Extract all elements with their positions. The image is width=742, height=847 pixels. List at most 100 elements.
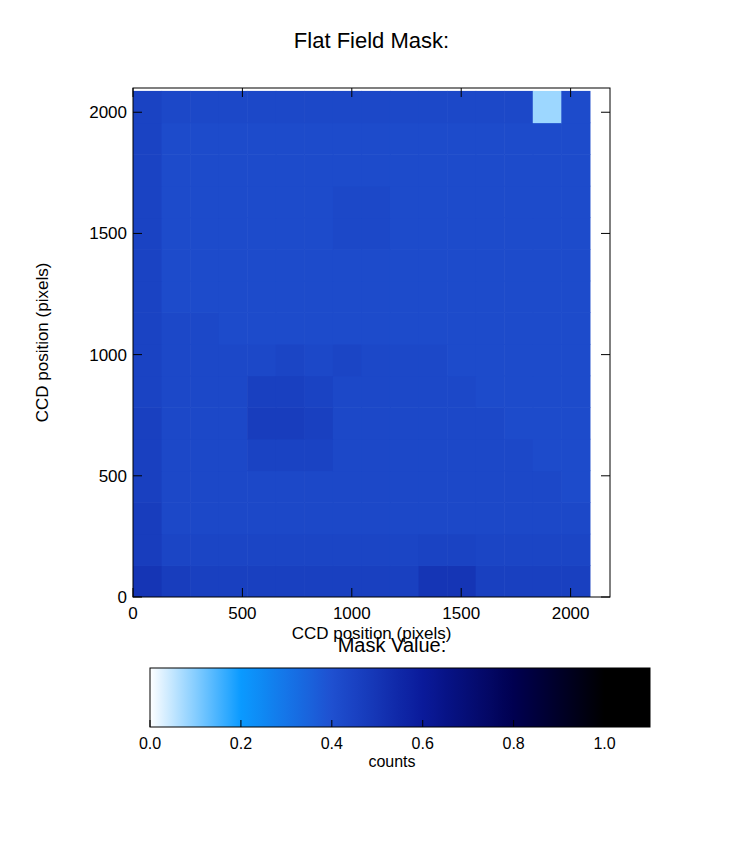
cell (561, 534, 590, 566)
cell (247, 249, 276, 281)
colorbar-tick-label: 1.0 (593, 735, 615, 752)
cell (561, 91, 590, 123)
cell (247, 376, 276, 408)
cell (219, 217, 248, 249)
cell (447, 439, 476, 471)
colorbar-tick-label: 0.0 (139, 735, 161, 752)
cell (561, 154, 590, 186)
cell (390, 502, 419, 534)
cell (561, 565, 590, 597)
cell (447, 470, 476, 502)
cell (504, 470, 533, 502)
cell (504, 123, 533, 155)
cell (190, 312, 219, 344)
cell (447, 502, 476, 534)
cell (304, 407, 333, 439)
cell (190, 376, 219, 408)
cell (361, 439, 390, 471)
x-tick-label: 1500 (442, 604, 480, 623)
cell (333, 502, 362, 534)
cell (533, 376, 562, 408)
cell (504, 502, 533, 534)
cell (133, 376, 162, 408)
cell (276, 154, 305, 186)
cell (390, 217, 419, 249)
y-tick-right (601, 475, 610, 476)
cell (447, 344, 476, 376)
cell (361, 565, 390, 597)
cell (419, 217, 448, 249)
cell (419, 376, 448, 408)
cell (533, 249, 562, 281)
cell (162, 376, 191, 408)
x-tick-label: 0 (128, 604, 137, 623)
cell (533, 565, 562, 597)
x-tick-top (133, 88, 134, 97)
cell (190, 502, 219, 534)
cell (476, 249, 505, 281)
cell (133, 534, 162, 566)
cell (133, 439, 162, 471)
cell (333, 534, 362, 566)
cell (476, 470, 505, 502)
cell (133, 123, 162, 155)
cell (219, 91, 248, 123)
cell (361, 470, 390, 502)
cell (361, 312, 390, 344)
cell (476, 281, 505, 313)
cell (190, 217, 219, 249)
cell (533, 186, 562, 218)
cell (447, 565, 476, 597)
cell (190, 344, 219, 376)
x-tick-top (570, 88, 571, 97)
cell (447, 281, 476, 313)
cell (219, 312, 248, 344)
cell (390, 376, 419, 408)
cell (447, 312, 476, 344)
cell (447, 407, 476, 439)
cell (162, 407, 191, 439)
cell (390, 312, 419, 344)
cell (533, 407, 562, 439)
cell (162, 186, 191, 218)
cell (419, 154, 448, 186)
cell (247, 186, 276, 218)
colorbar-tick-label: 0.6 (412, 735, 434, 752)
cell (504, 534, 533, 566)
cell (247, 154, 276, 186)
cell (390, 344, 419, 376)
y-tick-label: 500 (99, 467, 127, 486)
y-tick-right (601, 597, 610, 598)
cell (361, 376, 390, 408)
cell (561, 186, 590, 218)
cell (219, 154, 248, 186)
cell (419, 249, 448, 281)
title: Flat Field Mask: (294, 28, 449, 53)
cell (533, 502, 562, 534)
cell (304, 186, 333, 218)
cell (390, 281, 419, 313)
y-tick-right (601, 233, 610, 234)
x-tick (242, 588, 243, 597)
cell (247, 217, 276, 249)
cell (333, 186, 362, 218)
cell (162, 91, 191, 123)
cell (190, 565, 219, 597)
cell (333, 249, 362, 281)
cell (247, 407, 276, 439)
x-tick (351, 588, 352, 597)
cell (304, 249, 333, 281)
cell (219, 439, 248, 471)
x-tick-label: 2000 (552, 604, 590, 623)
cell (162, 249, 191, 281)
cell (561, 439, 590, 471)
cell (247, 281, 276, 313)
y-tick-label: 1000 (89, 346, 127, 365)
x-tick-label: 1000 (333, 604, 371, 623)
cell (476, 217, 505, 249)
cell (247, 534, 276, 566)
cell (133, 281, 162, 313)
cell (133, 470, 162, 502)
cell (390, 407, 419, 439)
cell (304, 123, 333, 155)
